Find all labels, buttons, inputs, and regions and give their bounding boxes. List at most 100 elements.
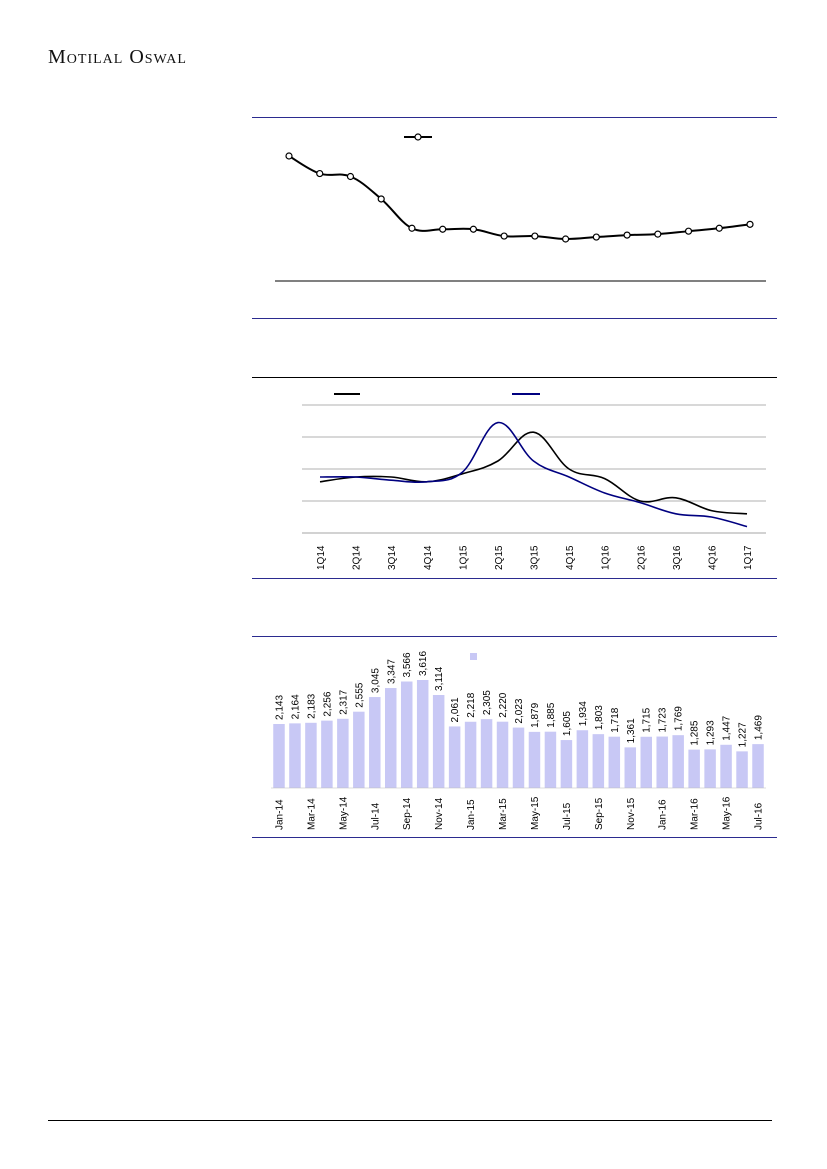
bar-value-label: 2,143 — [274, 695, 285, 720]
section-rule-bottom — [252, 837, 777, 838]
x-tick-label: Jul-15 — [562, 802, 573, 830]
x-tick-label: May-14 — [338, 796, 349, 830]
bar-Jul-16 — [752, 744, 764, 788]
bar-value-label: 2,218 — [466, 692, 477, 717]
bar-Oct-14 — [416, 680, 429, 788]
data-point-13 — [654, 230, 662, 238]
bar-value-label: 1,285 — [690, 720, 701, 745]
bar-value-label: 1,361 — [626, 718, 637, 743]
x-tick-label: 4Q15 — [565, 545, 576, 570]
x-tick-label: Nov-14 — [434, 797, 445, 830]
data-point-5 — [408, 224, 416, 232]
data-point-15 — [715, 224, 723, 232]
data-point-7 — [469, 225, 477, 233]
bar-value-label: 1,469 — [754, 715, 765, 740]
footer-rule — [48, 1120, 772, 1121]
bar-Aug-15 — [576, 730, 589, 788]
x-tick-label: Jan-14 — [274, 799, 285, 830]
bar-value-label: 1,885 — [546, 702, 557, 727]
bar-value-label: 1,879 — [530, 702, 541, 727]
x-tick-label: 4Q16 — [707, 545, 718, 570]
x-tick-label: 3Q16 — [672, 545, 683, 570]
series-2-line — [319, 421, 748, 528]
data-point-2 — [316, 169, 324, 178]
bar-value-label: 3,045 — [370, 668, 381, 693]
bar-value-label: 1,293 — [706, 720, 717, 745]
x-tick-label: Mar-16 — [690, 798, 701, 830]
bar-Mar-16 — [688, 749, 700, 788]
data-point-14 — [684, 227, 693, 235]
x-tick-label: Mar-14 — [306, 798, 317, 830]
section-rule-chart3-header — [252, 636, 777, 637]
bar-value-label: 3,616 — [418, 651, 429, 676]
bar-Mar-14 — [305, 722, 317, 788]
bar-Dec-15 — [640, 736, 652, 788]
x-tick-label: 2Q15 — [494, 545, 505, 570]
bar-value-label: 1,803 — [594, 705, 605, 730]
bar-value-label: 2,555 — [354, 682, 365, 707]
bar-Jul-15 — [560, 740, 573, 788]
bar-value-label: 1,227 — [738, 722, 749, 747]
data-point-4 — [377, 195, 385, 203]
bar-value-label: 2,220 — [498, 692, 509, 717]
x-tick-label: 3Q15 — [530, 545, 541, 570]
x-tick-label: 1Q16 — [601, 545, 612, 570]
bar-May-14 — [337, 718, 349, 788]
bar-Apr-14 — [321, 720, 333, 788]
x-tick-label: Sep-14 — [402, 797, 413, 830]
data-point-8 — [500, 232, 508, 240]
bar-Mar-15 — [496, 721, 509, 788]
bar-May-16 — [720, 744, 732, 788]
legend-circle-marker — [414, 133, 422, 141]
data-point-9 — [531, 232, 539, 240]
bar-Jan-14 — [273, 723, 285, 788]
bar-Jan-16 — [656, 736, 668, 788]
bar-Feb-15 — [480, 719, 493, 788]
bar-Jan-15 — [464, 721, 477, 788]
bar-value-label: 2,317 — [338, 689, 349, 714]
x-tick-label: Jul-16 — [754, 802, 765, 830]
bar-value-label: 3,347 — [386, 659, 397, 684]
bar-Apr-16 — [704, 749, 716, 788]
section-rule-chart2-top — [252, 318, 777, 319]
x-tick-label: 2Q14 — [352, 545, 363, 570]
bar-value-label: 1,769 — [674, 706, 685, 731]
bar-Sep-14 — [400, 681, 413, 788]
data-point-12 — [623, 231, 631, 239]
bar-value-label: 2,183 — [306, 693, 317, 718]
data-point-6 — [439, 225, 447, 233]
bar-value-label: 3,566 — [402, 652, 413, 677]
x-tick-label: 1Q17 — [743, 545, 754, 570]
bar-Feb-16 — [672, 735, 684, 788]
bar-Oct-15 — [608, 736, 621, 788]
chart-2-two-line: 1Q14 2Q14 3Q14 4Q14 1Q15 2Q15 3Q15 4Q15 1Q16 2Q16… — [302, 393, 766, 570]
bar-value-label: 1,605 — [562, 711, 573, 736]
bar-Dec-14 — [448, 726, 461, 788]
section-rule-chart2-header — [252, 377, 777, 378]
data-point-10 — [562, 235, 570, 243]
x-tick-label: 4Q14 — [423, 545, 434, 570]
x-tick-label: 3Q14 — [387, 545, 398, 570]
x-tick-label: Sep-15 — [594, 797, 605, 830]
bar-May-15 — [528, 731, 541, 788]
series-1-line — [319, 431, 748, 515]
x-tick-label: 2Q16 — [636, 545, 647, 570]
data-point-16 — [746, 220, 754, 228]
x-tick-label: 1Q14 — [316, 545, 327, 570]
bar-value-label: 1,718 — [610, 707, 621, 732]
chart-3-bar: 2,143 2,164 2,183 2,256 2,317 2,555 3,045 3,347… — [271, 651, 766, 830]
legend-square-marker — [470, 653, 477, 660]
series-line — [288, 155, 751, 241]
bar-Jul-14 — [369, 697, 381, 788]
bar-value-label: 1,723 — [658, 707, 669, 732]
x-tick-label: May-15 — [530, 796, 541, 830]
section-rule-top — [252, 117, 777, 118]
bar-Apr-15 — [512, 727, 525, 788]
x-tick-label: Nov-15 — [626, 797, 637, 830]
x-tick-label: Mar-15 — [498, 798, 509, 830]
bar-Jun-15 — [544, 731, 557, 788]
x-tick-label: 1Q15 — [458, 545, 469, 570]
bar-value-label: 1,447 — [722, 715, 733, 740]
bar-Feb-14 — [289, 723, 301, 788]
bar-Aug-14 — [385, 688, 397, 788]
